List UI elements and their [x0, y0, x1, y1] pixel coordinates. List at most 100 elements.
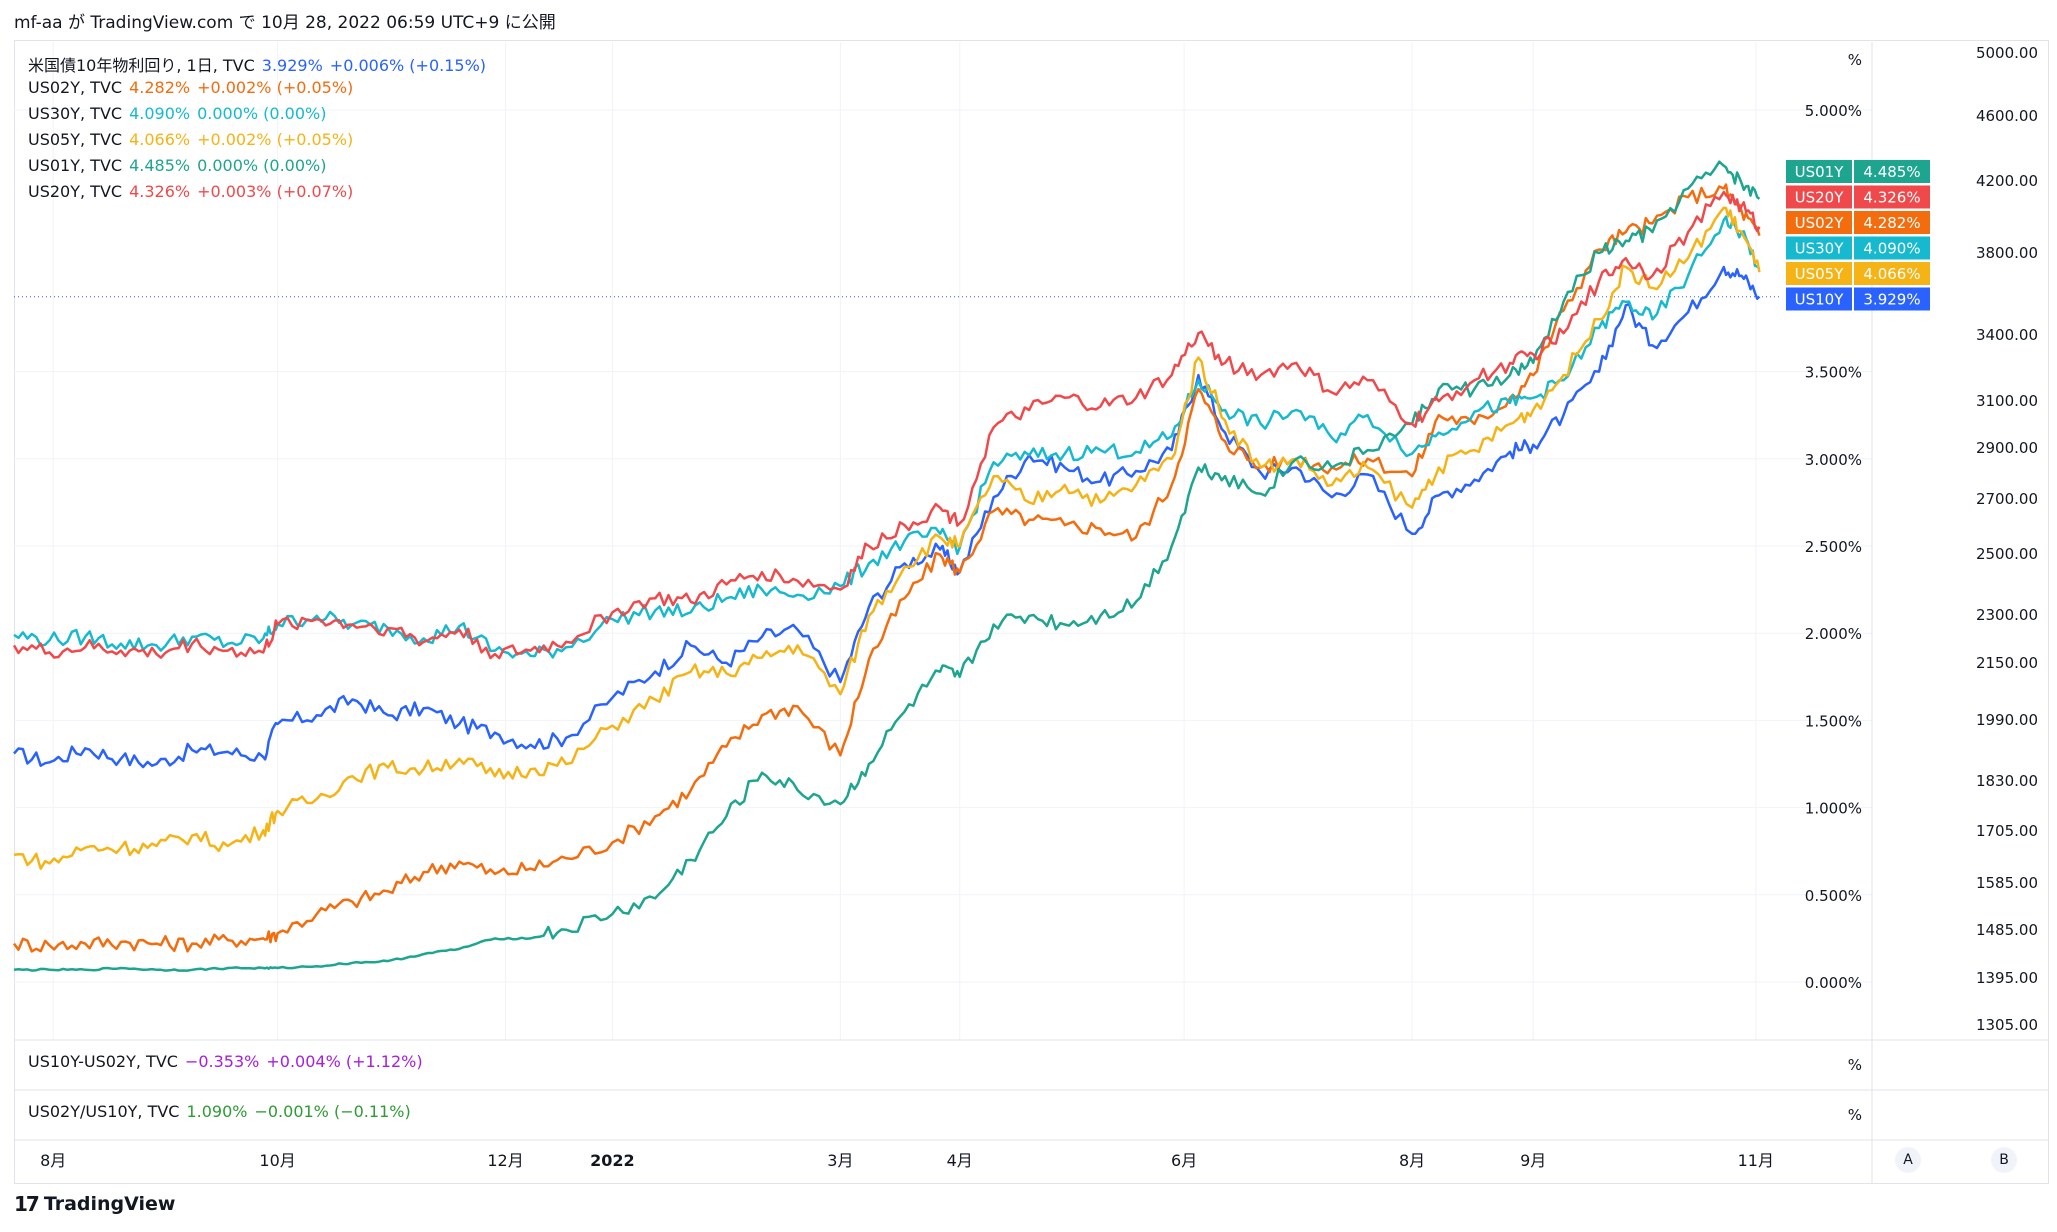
publish-info: mf-aa が TradingView.com で 10月 28, 2022 0…: [14, 13, 556, 33]
scale-button-a[interactable]: A: [1895, 1147, 1921, 1173]
time-axis: 8月 10月 12月 2022 3月 4月 6月 8月 9月 11月: [40, 1151, 1774, 1170]
price-tick-label: 1305.00: [1976, 1016, 2038, 1034]
price-tick-label: 2300.00: [1976, 606, 2038, 624]
price-tick-label: 3100.00: [1976, 392, 2038, 410]
legend-series-name: 米国債10年物利回り, 1日, TVC: [28, 56, 255, 75]
legend-value: 4.066%: [129, 130, 191, 149]
badge-value-bg: [1854, 236, 1930, 260]
percent-tick-label: 3.000%: [1805, 451, 1862, 469]
pane-value: 1.090%: [186, 1102, 248, 1121]
badge-label-bg: [1786, 287, 1852, 311]
price-tick-label: 5000.00: [1976, 44, 2038, 62]
series-line-us02y[interactable]: [12, 183, 1761, 953]
legend-value: 3.929%: [261, 56, 323, 75]
badge-value-bg: [1854, 185, 1930, 209]
time-tick-label: 2022: [590, 1151, 635, 1170]
pane-legend[interactable]: US02Y/US10Y, TVC 1.090% −0.001% (−0.11%): [28, 1102, 418, 1121]
badge-label-bg: [1786, 160, 1852, 183]
series-line-us01y[interactable]: [13, 160, 1761, 972]
badge-label: US01Y: [1795, 163, 1845, 181]
badge-value: 4.485%: [1863, 163, 1920, 181]
badge-label-bg: [1786, 236, 1852, 260]
series-line-us30y[interactable]: [13, 215, 1761, 659]
time-tick-label: 11月: [1738, 1151, 1774, 1170]
last-value-badges: US01Y 4.485% US20Y 4.326% US02Y 4.282% US30Y 4.…: [1786, 160, 1930, 311]
series-line-us10y[interactable]: [13, 265, 1761, 769]
percent-tick-label: 3.500%: [1805, 364, 1862, 382]
badge-label-bg: [1786, 211, 1852, 234]
price-tick-label: 2900.00: [1976, 439, 2038, 457]
badge-value-bg: [1854, 262, 1930, 285]
time-tick-label: 6月: [1171, 1151, 1197, 1170]
legend-item[interactable]: US01Y, TVC 4.485% 0.000% (0.00%): [28, 156, 333, 175]
pane-value: −0.353%: [184, 1052, 260, 1071]
price-tick-label: 1395.00: [1976, 969, 2038, 987]
chart-frame: [14, 40, 2049, 1184]
time-tick-label: 3月: [827, 1151, 853, 1170]
badge-label: US30Y: [1795, 240, 1845, 258]
pane-series-name: US10Y-US02Y, TVC: [28, 1052, 178, 1071]
price-tick-label: 1990.00: [1976, 711, 2038, 729]
price-tick-label: 1705.00: [1976, 822, 2038, 840]
percent-unit: %: [1848, 51, 1862, 69]
pane-change: −0.001% (−0.11%): [254, 1102, 411, 1121]
badge-us30y: US30Y 4.090%: [1786, 236, 1930, 260]
badge-label: US05Y: [1795, 265, 1845, 283]
series-line-us05y[interactable]: [13, 206, 1761, 870]
time-tick-label: 9月: [1520, 1151, 1546, 1170]
grid: [14, 42, 1872, 1040]
badge-us01y: US01Y 4.485%: [1786, 160, 1930, 183]
badge-label-bg: [1786, 262, 1852, 285]
badge-us20y: US20Y 4.326%: [1786, 185, 1930, 209]
price-tick-label: 1485.00: [1976, 921, 2038, 939]
percent-tick-label: 2.000%: [1805, 625, 1862, 643]
percent-tick-label: 1.500%: [1805, 712, 1862, 730]
badge-value: 4.066%: [1863, 265, 1920, 283]
pane-change: +0.004% (+1.12%): [266, 1052, 423, 1071]
legend-change: 0.000% (0.00%): [197, 156, 327, 175]
price-tick-label: 2500.00: [1976, 545, 2038, 563]
time-tick-label: 8月: [40, 1151, 66, 1170]
price-tick-label: 3400.00: [1976, 326, 2038, 344]
legend-change: +0.003% (+0.07%): [197, 182, 354, 201]
legend-item[interactable]: 米国債10年物利回り, 1日, TVC 3.929% +0.006% (+0.15%…: [28, 52, 493, 76]
percent-tick-label: 0.500%: [1805, 887, 1862, 905]
price-tick-label: 4200.00: [1976, 172, 2038, 190]
legend-change: +0.002% (+0.05%): [197, 130, 354, 149]
legend-value: 4.326%: [129, 182, 191, 201]
legend-item[interactable]: US05Y, TVC 4.066% +0.002% (+0.05%): [28, 130, 360, 149]
legend-item[interactable]: US02Y, TVC 4.282% +0.002% (+0.05%): [28, 78, 360, 97]
pane-legend[interactable]: US10Y-US02Y, TVC −0.353% +0.004% (+1.12%): [28, 1052, 430, 1071]
price-tick-label: 2150.00: [1976, 654, 2038, 672]
legend-item[interactable]: US20Y, TVC 4.326% +0.003% (+0.07%): [28, 182, 360, 201]
tradingview-logo-icon: 17: [14, 1192, 40, 1216]
scale-button-b[interactable]: B: [1991, 1147, 2017, 1173]
time-tick-label: 12月: [487, 1151, 523, 1170]
badge-value: 4.282%: [1863, 214, 1920, 232]
badge-value-bg: [1854, 287, 1930, 311]
badge-us10y: US10Y 3.929%: [1786, 287, 1930, 311]
price-tick-label: 1585.00: [1976, 874, 2038, 892]
series-line-us20y[interactable]: [12, 190, 1761, 660]
legend-change: 0.000% (0.00%): [197, 104, 327, 123]
pane-unit: %: [1848, 1106, 1862, 1124]
badge-label: US20Y: [1795, 189, 1845, 207]
badge-value: 4.090%: [1863, 240, 1920, 258]
pane-unit: %: [1848, 1056, 1862, 1074]
legend-change: +0.002% (+0.05%): [197, 78, 354, 97]
legend-item[interactable]: US30Y, TVC 4.090% 0.000% (0.00%): [28, 104, 333, 123]
badge-value: 4.326%: [1863, 189, 1920, 207]
tradingview-logo-text: TradingView: [43, 1193, 176, 1215]
badge-label: US10Y: [1795, 291, 1845, 309]
badge-value-bg: [1854, 211, 1930, 234]
percent-axis: 5.000% 3.500% 3.000% 2.500% 2.000% 1.500% 1.00…: [1805, 51, 1862, 992]
legend-value: 4.282%: [129, 78, 191, 97]
percent-tick-label: 0.000%: [1805, 974, 1862, 992]
legend-series-name: US30Y, TVC: [28, 104, 123, 123]
time-tick-label: 10月: [259, 1151, 295, 1170]
tradingview-logo[interactable]: 17 TradingView: [14, 1192, 175, 1216]
percent-tick-label: 1.000%: [1805, 800, 1862, 818]
legend-series-name: US01Y, TVC: [28, 156, 123, 175]
legend-series-name: US05Y, TVC: [28, 130, 123, 149]
